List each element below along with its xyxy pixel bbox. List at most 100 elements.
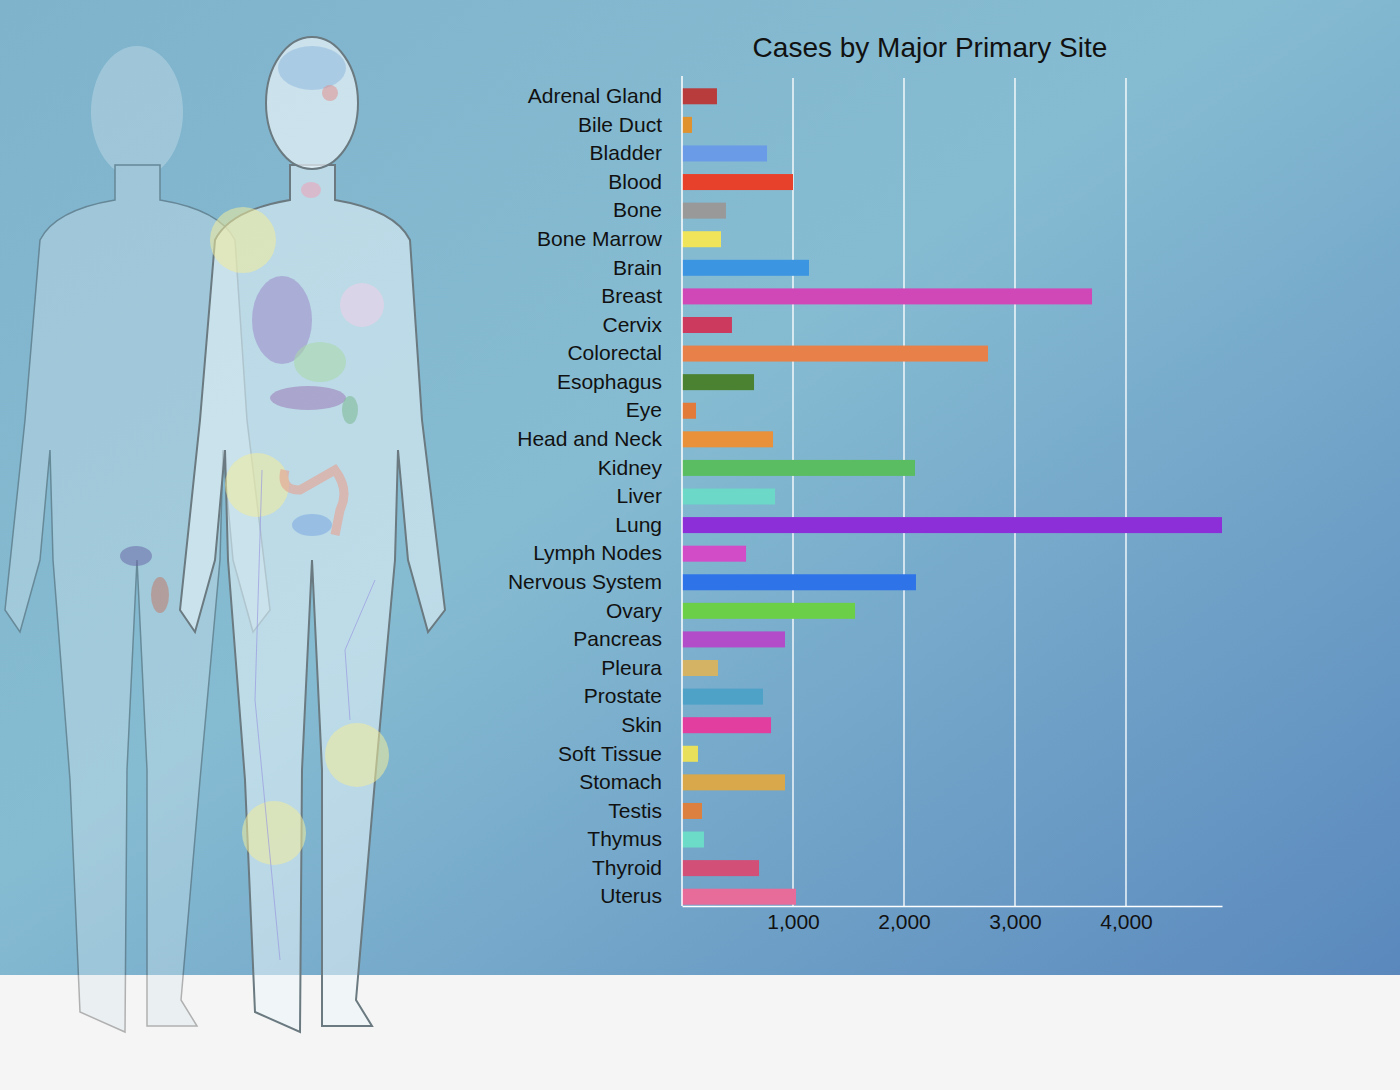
bar xyxy=(682,631,785,647)
category-label: Liver xyxy=(616,484,662,507)
bar xyxy=(682,174,793,190)
y-tick: Testis xyxy=(608,799,682,822)
organ xyxy=(242,801,306,865)
x-tick: 1,000 xyxy=(767,906,820,933)
intestine xyxy=(284,470,344,535)
footer-band xyxy=(0,975,1400,1090)
vessels xyxy=(255,470,375,960)
bar xyxy=(682,546,746,562)
y-tick: Pancreas xyxy=(573,627,682,650)
bar xyxy=(682,117,692,133)
organ xyxy=(342,396,358,424)
organ xyxy=(294,342,346,382)
bar xyxy=(682,374,754,390)
x-tick: 2,000 xyxy=(878,906,931,933)
front-head xyxy=(266,37,358,169)
organ xyxy=(151,577,169,613)
bar xyxy=(682,488,775,504)
y-tick: Thymus xyxy=(587,827,682,850)
x-tick-label: 4,000 xyxy=(1100,910,1153,933)
bar xyxy=(682,717,771,733)
grid-line xyxy=(792,78,794,906)
category-label: Colorectal xyxy=(567,341,662,364)
bar xyxy=(682,660,718,676)
x-tick: 4,000 xyxy=(1100,906,1153,933)
category-label: Testis xyxy=(608,799,662,822)
bar xyxy=(682,145,767,161)
grid-line xyxy=(1014,78,1016,906)
y-tick: Ovary xyxy=(606,599,682,622)
y-tick: Nervous System xyxy=(508,570,682,593)
y-tick: Pleura xyxy=(601,656,682,679)
back-head xyxy=(91,46,183,178)
y-tick: Bone xyxy=(613,198,682,221)
x-axis: 1,000 2,000 3,000 4,000 xyxy=(683,906,1223,933)
grid-line xyxy=(1125,78,1127,906)
y-tick: Bone Marrow xyxy=(537,227,682,250)
y-tick: Thyroid xyxy=(592,856,682,879)
organ xyxy=(322,85,338,101)
bar xyxy=(682,889,796,905)
chart-title: Cases by Major Primary Site xyxy=(753,32,1108,63)
y-tick: Blood xyxy=(608,170,682,193)
category-label: Bone Marrow xyxy=(537,227,663,250)
x-tick-label: 3,000 xyxy=(989,910,1042,933)
organ xyxy=(340,283,384,327)
category-label: Bone xyxy=(613,198,662,221)
bar xyxy=(682,774,785,790)
y-tick: Colorectal xyxy=(567,341,682,364)
category-label: Cervix xyxy=(602,313,662,336)
category-label: Thymus xyxy=(587,827,662,850)
category-label: Kidney xyxy=(598,456,663,479)
organ xyxy=(210,207,276,273)
y-tick: Skin xyxy=(621,713,682,736)
y-tick: Esophagus xyxy=(557,370,682,393)
y-tick: Bile Duct xyxy=(578,113,682,136)
y-axis-line xyxy=(681,76,683,906)
category-label: Ovary xyxy=(606,599,663,622)
category-label: Esophagus xyxy=(557,370,662,393)
category-label: Blood xyxy=(608,170,662,193)
category-label: Skin xyxy=(621,713,662,736)
organ xyxy=(278,46,346,90)
category-label: Pleura xyxy=(601,656,662,679)
category-label: Adrenal Gland xyxy=(528,84,662,107)
bar xyxy=(682,832,704,848)
front-figure xyxy=(120,37,445,1032)
y-tick: Liver xyxy=(616,484,682,507)
category-label: Prostate xyxy=(584,684,662,707)
bar xyxy=(682,231,721,247)
x-tick-label: 2,000 xyxy=(878,910,931,933)
organ xyxy=(301,182,321,198)
bar xyxy=(682,574,916,590)
grid-line xyxy=(903,78,905,906)
grid xyxy=(793,78,1126,906)
front-body xyxy=(180,165,445,1032)
x-tick: 3,000 xyxy=(989,906,1042,933)
organ xyxy=(325,723,389,787)
organ xyxy=(270,386,346,410)
y-tick: Prostate xyxy=(584,684,682,707)
bar xyxy=(682,689,763,705)
body-illustration xyxy=(5,37,445,1032)
bar xyxy=(682,346,988,362)
y-tick: Stomach xyxy=(579,770,682,793)
bar xyxy=(682,860,759,876)
category-label: Nervous System xyxy=(508,570,662,593)
bar xyxy=(682,431,773,447)
chart-root: Cases by Major Primary Site 1,000 2,000 3,0… xyxy=(0,0,1400,1090)
category-label: Bladder xyxy=(590,141,662,164)
category-label: Bile Duct xyxy=(578,113,662,136)
y-tick: Bladder xyxy=(590,141,682,164)
category-label: Head and Neck xyxy=(517,427,662,450)
category-label: Lung xyxy=(615,513,662,536)
y-tick: Adrenal Gland xyxy=(528,84,682,107)
y-tick: Eye xyxy=(626,398,682,421)
bar xyxy=(682,746,698,762)
category-label: Eye xyxy=(626,398,662,421)
category-label: Soft Tissue xyxy=(558,741,662,764)
x-axis-line xyxy=(683,906,1223,908)
y-tick: Lymph Nodes xyxy=(533,541,682,564)
category-label: Uterus xyxy=(600,884,662,907)
y-tick: Breast xyxy=(601,284,682,307)
